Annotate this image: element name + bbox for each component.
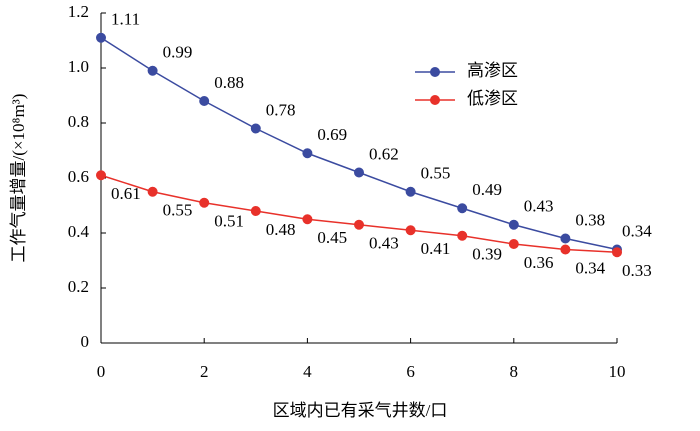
- data-point: [405, 186, 416, 197]
- data-label: 1.11: [111, 10, 140, 29]
- data-label: 0.61: [111, 184, 141, 203]
- data-point: [405, 225, 416, 236]
- y-tick-label: 1.2: [68, 2, 89, 21]
- data-point: [96, 32, 106, 43]
- x-tick-label: 8: [510, 362, 519, 381]
- data-label: 0.33: [622, 261, 652, 280]
- data-point: [560, 244, 571, 255]
- x-tick-label: 6: [406, 362, 415, 381]
- legend-label: 高渗区: [467, 61, 518, 80]
- data-label: 0.43: [369, 234, 399, 253]
- data-label: 0.55: [421, 164, 451, 183]
- y-tick-label: 0.8: [68, 112, 89, 131]
- data-point: [147, 65, 158, 76]
- data-label: 0.88: [214, 73, 244, 92]
- y-tick-label: 0: [81, 332, 90, 351]
- data-label: 0.49: [472, 180, 502, 199]
- data-label: 0.69: [317, 125, 347, 144]
- legend-label: 低渗区: [467, 89, 518, 108]
- data-point: [96, 170, 106, 181]
- data-point: [199, 96, 210, 106]
- data-point: [354, 167, 364, 178]
- x-tick-label: 2: [200, 362, 209, 381]
- data-point: [199, 197, 210, 208]
- data-label: 0.99: [163, 43, 193, 62]
- data-point: [147, 186, 158, 197]
- y-tick-label: 0.2: [68, 277, 89, 296]
- x-tick-label: 0: [97, 362, 106, 381]
- legend-marker: [430, 95, 440, 105]
- data-label: 0.34: [575, 258, 605, 277]
- y-tick-label: 1.0: [68, 57, 89, 76]
- data-label: 0.48: [266, 220, 296, 239]
- data-point: [457, 203, 468, 214]
- data-label: 0.62: [369, 144, 399, 163]
- data-point: [560, 233, 571, 244]
- y-tick-label: 0.4: [68, 222, 90, 241]
- data-label: 0.41: [421, 239, 451, 258]
- legend-marker: [430, 67, 440, 77]
- y-tick-label: 0.6: [68, 167, 89, 186]
- data-point: [250, 123, 261, 134]
- data-label: 0.36: [524, 253, 554, 272]
- data-point: [508, 219, 519, 230]
- x-tick-label: 4: [303, 362, 312, 381]
- data-label: 0.34: [622, 221, 652, 240]
- data-point: [302, 214, 313, 225]
- data-label: 0.55: [163, 201, 193, 220]
- data-point: [457, 230, 468, 241]
- data-label: 0.51: [214, 212, 244, 231]
- data-point: [250, 206, 261, 216]
- data-label: 0.45: [317, 228, 347, 247]
- x-tick-label: 10: [609, 362, 626, 381]
- data-label: 0.39: [472, 245, 502, 264]
- data-point: [354, 219, 364, 230]
- data-label: 0.43: [524, 197, 554, 216]
- data-point: [612, 247, 622, 258]
- x-axis-label: 区域内已有采气井数/口: [273, 401, 448, 420]
- data-point: [302, 148, 313, 159]
- y-axis-label: 工作气量增量/(×10⁸m³): [9, 94, 28, 263]
- data-label: 0.78: [266, 100, 296, 119]
- data-label: 0.38: [575, 210, 605, 229]
- data-point: [508, 239, 519, 249]
